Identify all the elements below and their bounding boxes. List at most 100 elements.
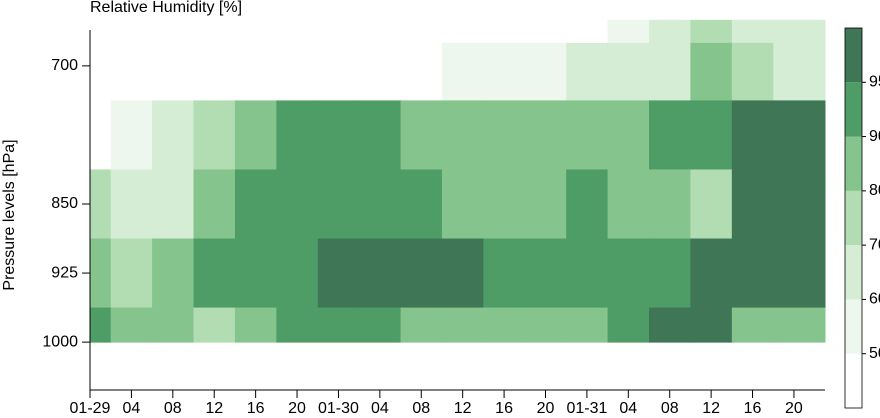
colorbar-band — [845, 353, 862, 408]
humidity-cell — [731, 100, 774, 170]
humidity-cell — [234, 238, 277, 309]
y-axis-label: Pressure levels [hPa] — [1, 139, 18, 290]
humidity-cell — [152, 42, 195, 101]
humidity-cell — [690, 307, 733, 343]
humidity-cell — [193, 100, 236, 170]
x-tick-label: 04 — [123, 400, 141, 417]
humidity-cell — [483, 19, 526, 44]
humidity-cell — [483, 238, 526, 309]
humidity-cell — [441, 307, 484, 343]
chart-title: Relative Humidity [%] — [90, 0, 242, 16]
humidity-cell — [152, 19, 195, 44]
humidity-cell — [483, 42, 526, 101]
humidity-cell — [566, 307, 609, 343]
humidity-cell — [400, 169, 443, 240]
humidity-cell — [607, 42, 650, 101]
humidity-cell — [690, 169, 733, 240]
humidity-cell — [400, 238, 443, 309]
y-tick-label: 1000 — [42, 333, 78, 350]
humidity-cell — [483, 307, 526, 343]
humidity-cell — [773, 169, 826, 240]
humidity-cell — [524, 307, 567, 343]
humidity-cell — [317, 307, 360, 343]
humidity-cell — [359, 238, 402, 309]
humidity-cell — [566, 42, 609, 101]
humidity-cell — [359, 169, 402, 240]
colorbar-label: 90 — [869, 128, 880, 145]
humidity-cell — [566, 169, 609, 240]
colorbar-label: 80 — [869, 182, 880, 199]
humidity-cell — [400, 100, 443, 170]
humidity-cell — [359, 19, 402, 44]
humidity-cell — [524, 169, 567, 240]
humidity-cell — [731, 42, 774, 101]
humidity-cell — [317, 238, 360, 309]
humidity-cell — [649, 100, 691, 170]
humidity-cell — [90, 169, 112, 240]
humidity-cell — [400, 307, 443, 343]
humidity-cell — [90, 42, 112, 101]
x-tick-label: 01-29 — [70, 400, 111, 417]
humidity-cell — [649, 238, 691, 309]
humidity-cell — [400, 42, 443, 101]
humidity-cell — [607, 100, 650, 170]
humidity-cell — [359, 42, 402, 101]
humidity-cell — [607, 19, 650, 44]
humidity-cell — [234, 307, 277, 343]
humidity-cell — [276, 307, 319, 343]
humidity-cell — [193, 169, 236, 240]
colorbar-band — [845, 245, 862, 300]
humidity-cell — [441, 19, 484, 44]
humidity-cell — [731, 169, 774, 240]
humidity-cell — [152, 307, 195, 343]
humidity-cell — [690, 19, 733, 44]
humidity-cell — [193, 19, 236, 44]
humidity-cell — [566, 238, 609, 309]
humidity-cell — [524, 42, 567, 101]
x-tick-label: 04 — [619, 400, 637, 417]
colorbar-band — [845, 136, 862, 191]
x-tick-label: 20 — [785, 400, 803, 417]
x-tick-label: 12 — [702, 400, 720, 417]
humidity-cell — [110, 100, 153, 170]
colorbar-label: 95 — [869, 74, 880, 91]
x-tick-label: 04 — [371, 400, 389, 417]
humidity-cell — [690, 42, 733, 101]
humidity-cell — [773, 42, 826, 101]
humidity-cell — [90, 19, 112, 44]
colorbar-band — [845, 299, 862, 354]
y-tick-label: 700 — [51, 57, 78, 74]
humidity-cell — [193, 42, 236, 101]
humidity-cell — [359, 100, 402, 170]
humidity-cell — [649, 307, 691, 343]
colorbar-label: 70 — [869, 236, 880, 253]
humidity-cell — [731, 238, 774, 309]
humidity-cell — [441, 238, 484, 309]
humidity-cell — [90, 238, 112, 309]
humidity-cell — [524, 100, 567, 170]
humidity-cell — [276, 100, 319, 170]
humidity-cell — [152, 100, 195, 170]
humidity-cell — [193, 307, 236, 343]
humidity-cell — [649, 19, 691, 44]
y-tick-label: 925 — [51, 264, 78, 281]
humidity-cell — [524, 238, 567, 309]
humidity-cell — [234, 42, 277, 101]
x-tick-label: 08 — [412, 400, 430, 417]
humidity-cell — [234, 19, 277, 44]
x-tick-label: 16 — [744, 400, 762, 417]
humidity-cell — [110, 19, 153, 44]
humidity-cell — [317, 42, 360, 101]
humidity-cell — [773, 100, 826, 170]
humidity-cell — [690, 238, 733, 309]
colorbar-band — [845, 82, 862, 137]
colorbar-band — [845, 190, 862, 246]
x-tick-label: 12 — [454, 400, 472, 417]
humidity-cell — [110, 238, 153, 309]
humidity-cell — [317, 19, 360, 44]
humidity-cell — [152, 238, 195, 309]
humidity-cell — [607, 307, 650, 343]
x-tick-label: 16 — [247, 400, 265, 417]
humidity-cell — [90, 307, 112, 343]
